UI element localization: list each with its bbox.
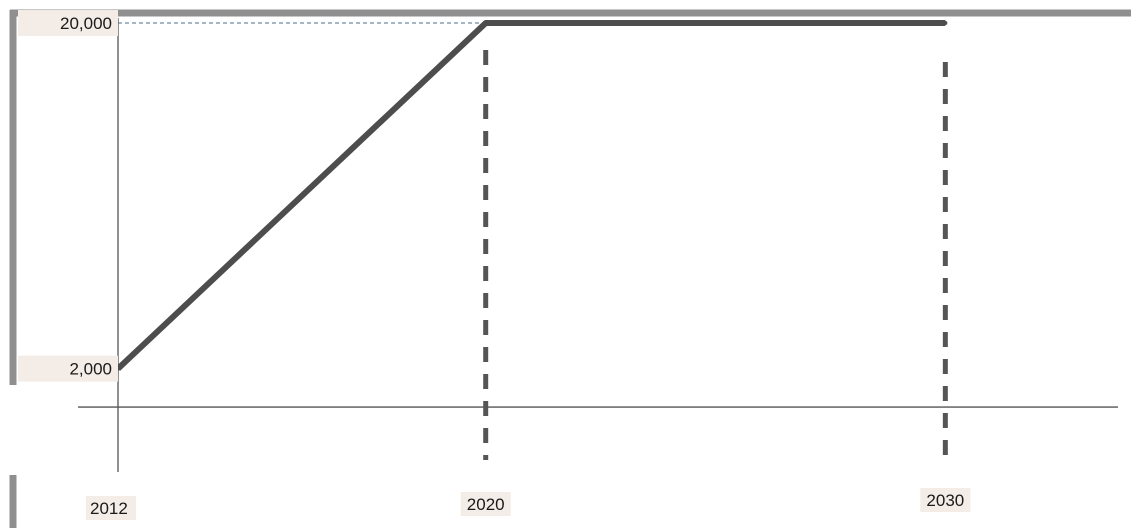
series-line <box>115 20 946 371</box>
y-tick-label: 2,000 <box>69 360 112 379</box>
axes <box>78 18 1118 472</box>
y-tick-label: 20,000 <box>60 14 112 33</box>
x-tick-label-bg <box>460 492 511 516</box>
x-tick-label-bg <box>920 488 971 512</box>
series <box>115 20 948 371</box>
chart-frame <box>9 9 1131 528</box>
x-tick-label-bg <box>86 496 136 520</box>
x-tick-label: 2012 <box>90 499 128 518</box>
tick-labels: 2,000 20,000 2012 2020 2030 <box>18 10 971 520</box>
y-tick-label-bg <box>18 355 118 382</box>
vertical-markers <box>483 50 948 460</box>
data-point-2030 <box>943 21 948 26</box>
data-point-2020 <box>483 21 488 26</box>
x-tick-label: 2020 <box>467 495 505 514</box>
y-tick-label-bg <box>18 10 118 37</box>
x-tick-label: 2030 <box>926 491 964 510</box>
